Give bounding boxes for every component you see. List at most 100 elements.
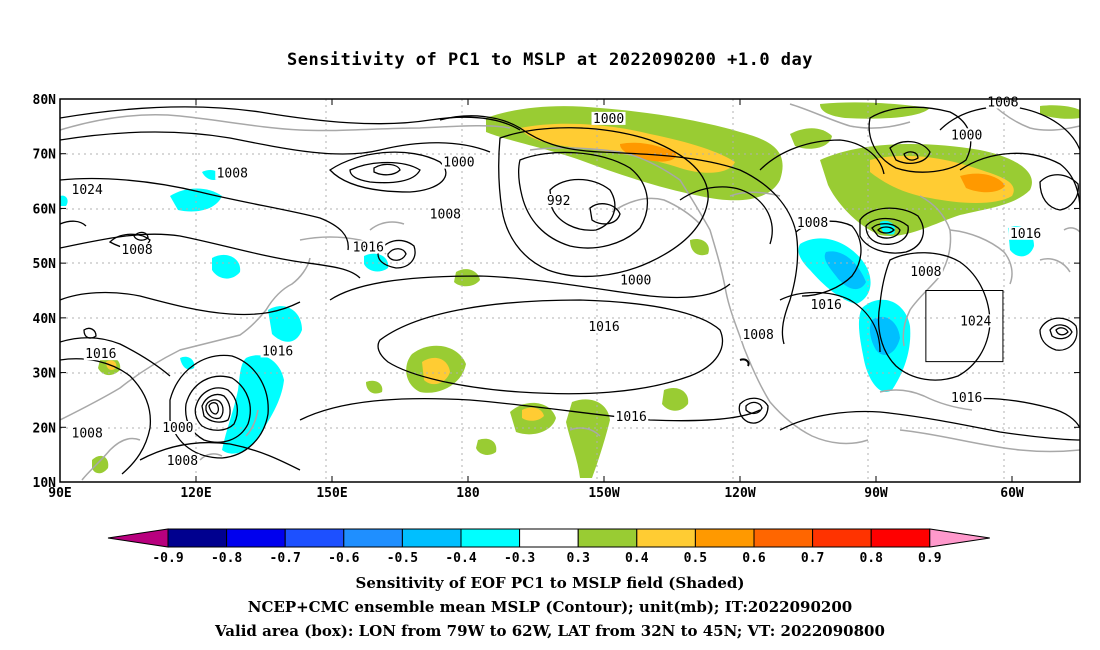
contour-label-bg (70, 426, 105, 440)
colorbar-low-triangle (107, 528, 169, 548)
contour-label-bg (441, 155, 476, 169)
colorbar-swatch (577, 528, 638, 548)
valid-area-box (925, 290, 1004, 363)
colorbar-label: 0.7 (801, 551, 824, 566)
colorbar-swatch (401, 528, 462, 548)
lon-tick-label: 150W (588, 486, 619, 501)
contour-label: 1000 (951, 128, 982, 143)
lat-tick-label: 60N (33, 202, 57, 217)
map-frame (59, 98, 1081, 483)
contour-label: 1000 (162, 421, 193, 436)
colorbar-swatch (753, 528, 814, 548)
contour-label: 1000 (620, 273, 651, 288)
lat-tick-label: 40N (33, 312, 57, 327)
contour-label-bg (545, 193, 572, 207)
contour-label-bg (120, 243, 155, 257)
shade-green (566, 399, 610, 478)
shade-green (1040, 105, 1080, 119)
shade-cyan (180, 356, 195, 370)
colorbar-label: 0.4 (625, 551, 649, 566)
contour-label: 1008 (797, 216, 828, 231)
colorbar-swatch (870, 528, 931, 548)
contour-labels: 1000 1000 1008 1024 1008 992 1008 1016 1000 1008 1… (70, 95, 1043, 469)
contour-label-bg (908, 265, 943, 279)
contour-label-bg (949, 390, 984, 404)
contour-label: 1016 (588, 320, 619, 335)
contour-label: 1016 (353, 240, 384, 255)
contour-label: 1016 (85, 347, 116, 362)
lat-tick-label: 10N (33, 476, 57, 491)
contour-label-bg (795, 215, 830, 229)
contour-label-bg (70, 183, 105, 197)
contour-label: 1008 (910, 265, 941, 280)
shade-green (820, 102, 930, 119)
shade-yellow (522, 407, 544, 421)
lon-tick-label: 150E (316, 486, 347, 501)
contour-label: 1008 (167, 454, 198, 469)
mslp-contours (60, 106, 1080, 475)
colorbar-label: 0.3 (566, 551, 589, 566)
colorbar-label: -0.5 (387, 551, 418, 566)
contour-label-bg (591, 111, 626, 125)
shade-orange (960, 173, 1005, 193)
contour-label-bg (1008, 226, 1043, 240)
shade-green (476, 438, 497, 455)
shade-green (454, 269, 480, 287)
contour-label: 1024 (960, 314, 991, 329)
contour-label-bg (809, 297, 844, 311)
colorbar (107, 528, 990, 548)
contour-label-bg (428, 207, 463, 221)
shade-orange (620, 142, 676, 162)
contour-label: 1008 (430, 208, 461, 223)
shade-green (366, 380, 383, 394)
contour-label: 1016 (951, 391, 982, 406)
contour-label-bg (618, 273, 653, 287)
shade-green (790, 128, 832, 149)
shade-cyan (364, 253, 389, 272)
contour-label: 1000 (443, 156, 474, 171)
colorbar-swatch (694, 528, 755, 548)
lat-tick-label: 20N (33, 421, 57, 436)
lon-tick-label: 120E (180, 486, 211, 501)
lon-tick-label: 180 (456, 486, 480, 501)
colorbar-label: -0.3 (504, 551, 535, 566)
axis-ticks (59, 98, 1080, 483)
contour-label: 1008 (217, 167, 248, 182)
lon-tick-label: 90W (864, 486, 888, 501)
colorbar-swatch (343, 528, 403, 548)
contour-label: 1008 (742, 328, 773, 343)
shade-blue (824, 251, 866, 290)
colorbar-high-triangle (929, 528, 990, 548)
contour-label-bg (260, 344, 295, 358)
lon-tick-label: 60W (1000, 486, 1024, 501)
lat-tick-label: 30N (33, 367, 57, 382)
lat-tick-label: 70N (33, 148, 57, 163)
longitude-labels: 90E 120E 150E 180 150W 120W 90W 60W (48, 486, 1024, 501)
contour-label-bg (165, 453, 200, 467)
contour-label: 1000 (593, 112, 624, 127)
contour-label-bg (83, 347, 118, 361)
figure-title: Sensitivity of PC1 to MSLP at 2022090200… (286, 50, 813, 70)
caption-shading: Sensitivity of EOF PC1 to MSLP field (Sh… (355, 574, 745, 592)
lon-tick-label: 90E (48, 486, 71, 501)
colorbar-swatch (167, 528, 228, 548)
lon-tick-label: 120W (724, 486, 755, 501)
contour-label-bg (215, 166, 250, 180)
graticule (60, 99, 1080, 482)
shade-cyan (222, 355, 284, 454)
colorbar-swatch (226, 528, 286, 548)
shade-green (690, 238, 709, 256)
caption-contour: NCEP+CMC ensemble mean MSLP (Contour); u… (247, 598, 853, 616)
sensitivity-shading (60, 102, 1080, 478)
colorbar-swatch (460, 528, 521, 548)
shade-green (92, 455, 109, 474)
contour-label-bg (614, 410, 649, 424)
colorbar-label: -0.6 (328, 551, 359, 566)
contour-label-bg (587, 319, 621, 333)
contour-label: 1016 (262, 344, 293, 359)
colorbar-swatch (812, 528, 872, 548)
shade-cyan (212, 254, 241, 279)
lat-tick-label: 50N (33, 257, 57, 272)
shade-cyan (268, 306, 302, 342)
